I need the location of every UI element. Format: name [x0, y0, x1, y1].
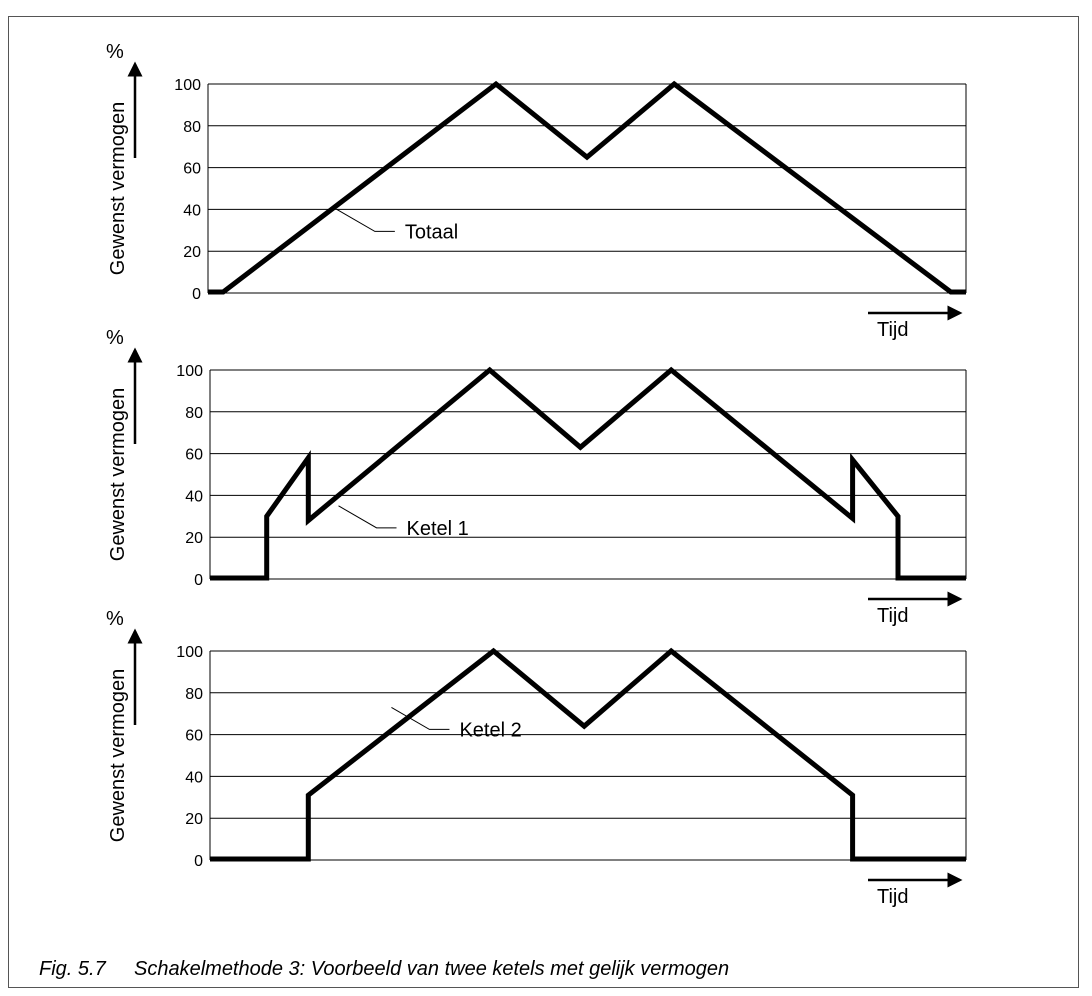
y-tick-label: 80 — [183, 119, 201, 136]
y-tick-label: 60 — [185, 728, 203, 745]
series-line — [208, 80, 966, 295]
figure-caption: Fig. 5.7 Schakelmethode 3: Voorbeeld van … — [39, 958, 729, 981]
y-tick-label: 80 — [185, 405, 203, 422]
y-tick-label: 40 — [185, 769, 203, 786]
series-line — [210, 647, 966, 862]
y-unit-label: % — [106, 327, 124, 349]
y-tick-label: 40 — [183, 202, 201, 219]
y-axis-label: Gewenst vermogen — [107, 388, 129, 561]
y-tick-label: 20 — [185, 530, 203, 547]
y-axis-label: Gewenst vermogen — [107, 669, 129, 842]
y-tick-label: 20 — [183, 244, 201, 261]
caption-number: Fig. 5.7 — [39, 958, 106, 980]
y-tick-label: 60 — [185, 447, 203, 464]
y-tick-label: 0 — [192, 286, 201, 303]
chart-panel-3: 0 20 40 60 80 100% Gewenst vermogen Ketel 2 Tijd — [106, 608, 967, 908]
x-axis-label: Tijd — [877, 319, 908, 341]
y-tick-label: 20 — [185, 811, 203, 828]
annotation-leader — [336, 208, 395, 232]
y-tick-label: 0 — [194, 853, 203, 870]
x-axis-label: Tijd — [877, 886, 908, 908]
y-unit-label: % — [106, 41, 124, 63]
series-annotation-label: Totaal — [405, 221, 458, 243]
annotation-leader — [391, 706, 450, 730]
caption-text: Schakelmethode 3: Voorbeeld van twee ket… — [134, 958, 730, 980]
y-tick-label: 80 — [185, 686, 203, 703]
y-axis-label: Gewenst vermogen — [107, 102, 129, 275]
y-tick-label: 100 — [176, 644, 203, 661]
y-tick-label: 100 — [176, 363, 203, 380]
y-unit-label: % — [106, 608, 124, 630]
figure-frame — [8, 16, 1079, 988]
y-tick-label: 0 — [194, 572, 203, 589]
chart-panel-1: 0 20 40 60 80 100% Gewenst vermogen Totaal Tijd — [106, 41, 967, 341]
annotation-leader — [338, 505, 397, 529]
series-annotation-label: Ketel 1 — [407, 518, 469, 540]
series-line — [210, 366, 966, 581]
x-axis-label: Tijd — [877, 605, 908, 627]
series-annotation-label: Ketel 2 — [459, 719, 521, 741]
y-tick-label: 100 — [174, 77, 201, 94]
y-tick-label: 60 — [183, 161, 201, 178]
chart-panel-2: 0 20 40 60 80 100% Gewenst vermogen Ketel 1 Tijd — [106, 327, 967, 627]
y-tick-label: 40 — [185, 488, 203, 505]
